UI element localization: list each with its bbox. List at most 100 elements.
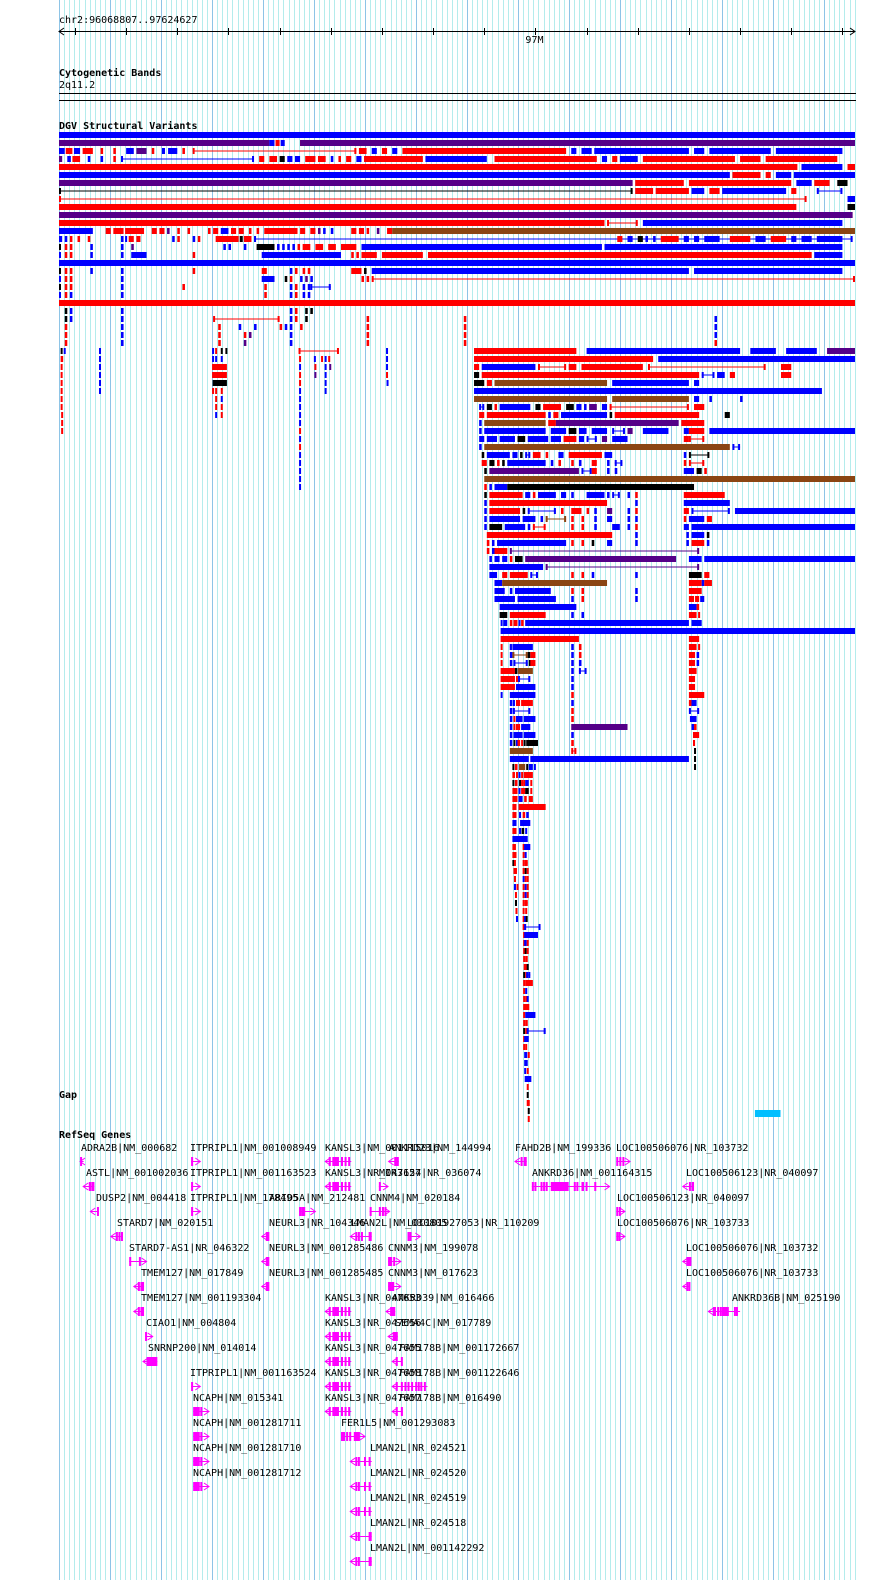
sv-feature[interactable] bbox=[484, 516, 487, 522]
sv-feature[interactable] bbox=[635, 524, 638, 530]
sv-feature[interactable] bbox=[535, 404, 541, 410]
sv-feature[interactable] bbox=[64, 276, 68, 282]
sv-feature[interactable] bbox=[750, 348, 776, 354]
sv-feature[interactable] bbox=[526, 1084, 529, 1090]
sv-feature[interactable] bbox=[60, 388, 63, 394]
sv-feature[interactable] bbox=[732, 172, 761, 178]
sv-feature[interactable] bbox=[489, 572, 498, 578]
sv-feature[interactable] bbox=[151, 148, 155, 154]
gene-model[interactable] bbox=[193, 1482, 210, 1491]
sv-feature[interactable] bbox=[113, 156, 116, 162]
sv-feature[interactable] bbox=[509, 660, 513, 666]
sv-feature[interactable] bbox=[523, 940, 526, 946]
sv-feature[interactable] bbox=[563, 436, 577, 442]
sv-feature[interactable] bbox=[524, 1060, 528, 1066]
sv-feature[interactable] bbox=[509, 548, 700, 554]
gene-model[interactable] bbox=[299, 1207, 317, 1216]
gene-label[interactable]: NEURL3|NM_001285486 bbox=[269, 1243, 384, 1254]
sv-feature[interactable] bbox=[571, 748, 577, 754]
sv-feature[interactable] bbox=[299, 436, 302, 442]
gene-model[interactable] bbox=[324, 1357, 352, 1366]
sv-feature[interactable] bbox=[509, 572, 528, 578]
sv-feature[interactable] bbox=[351, 252, 354, 258]
sv-feature[interactable] bbox=[607, 468, 610, 474]
sv-feature[interactable] bbox=[525, 788, 529, 794]
sv-feature[interactable] bbox=[521, 740, 524, 746]
sv-feature[interactable] bbox=[131, 244, 134, 250]
sv-feature[interactable] bbox=[524, 868, 527, 874]
sv-feature[interactable] bbox=[512, 644, 533, 650]
sv-feature[interactable] bbox=[591, 572, 595, 578]
sv-feature[interactable] bbox=[289, 268, 293, 274]
sv-feature[interactable] bbox=[521, 700, 533, 706]
sv-feature[interactable] bbox=[212, 364, 227, 370]
sv-feature[interactable] bbox=[497, 540, 567, 546]
gene-label[interactable]: FAM178B|NM_001122646 bbox=[399, 1368, 520, 1379]
sv-feature[interactable] bbox=[594, 148, 689, 154]
sv-feature[interactable] bbox=[801, 164, 843, 170]
sv-feature[interactable] bbox=[207, 228, 211, 234]
sv-feature[interactable] bbox=[528, 660, 531, 666]
gene-label[interactable]: LMAN2L|NR_024518 bbox=[370, 1518, 467, 1529]
sv-feature[interactable] bbox=[518, 804, 546, 810]
sv-feature[interactable] bbox=[479, 428, 482, 434]
gene-model[interactable] bbox=[324, 1332, 352, 1341]
sv-feature[interactable] bbox=[591, 468, 597, 474]
sv-feature[interactable] bbox=[294, 316, 298, 322]
sv-feature[interactable] bbox=[314, 364, 317, 370]
sv-feature[interactable] bbox=[701, 372, 715, 378]
sv-feature[interactable] bbox=[528, 764, 533, 770]
sv-feature[interactable] bbox=[213, 316, 280, 322]
sv-feature[interactable] bbox=[121, 276, 124, 282]
sv-feature[interactable] bbox=[386, 364, 389, 370]
sv-feature[interactable] bbox=[371, 148, 377, 154]
sv-feature[interactable] bbox=[215, 356, 218, 362]
sv-feature[interactable] bbox=[530, 788, 533, 794]
sv-feature[interactable] bbox=[507, 460, 546, 466]
sv-feature[interactable] bbox=[61, 412, 64, 418]
sv-feature[interactable] bbox=[489, 556, 492, 562]
sv-feature[interactable] bbox=[484, 484, 487, 490]
sv-feature[interactable] bbox=[358, 228, 365, 234]
sv-feature[interactable] bbox=[518, 668, 533, 674]
sv-feature[interactable] bbox=[521, 788, 524, 794]
sv-feature[interactable] bbox=[212, 388, 215, 394]
sv-feature[interactable] bbox=[617, 236, 623, 242]
sv-feature[interactable] bbox=[530, 572, 538, 578]
sv-feature[interactable] bbox=[299, 380, 302, 386]
sv-feature[interactable] bbox=[550, 436, 562, 442]
sv-feature[interactable] bbox=[491, 540, 495, 546]
sv-feature[interactable] bbox=[518, 788, 521, 794]
gene-model[interactable] bbox=[193, 1457, 210, 1466]
sv-feature[interactable] bbox=[523, 1044, 526, 1050]
sv-feature[interactable] bbox=[509, 652, 513, 658]
sv-feature[interactable] bbox=[518, 620, 521, 626]
sv-feature[interactable] bbox=[264, 292, 267, 298]
sv-feature[interactable] bbox=[307, 292, 311, 298]
sv-feature[interactable] bbox=[113, 228, 124, 234]
sv-feature[interactable] bbox=[581, 364, 643, 370]
sv-feature[interactable] bbox=[513, 860, 516, 866]
sv-feature[interactable] bbox=[500, 644, 503, 650]
sv-feature[interactable] bbox=[63, 348, 66, 354]
gene-model[interactable] bbox=[681, 1282, 691, 1291]
sv-feature[interactable] bbox=[571, 148, 577, 154]
gene-label[interactable]: ITPRIPL1|NM_178495 bbox=[190, 1193, 299, 1204]
sv-feature[interactable] bbox=[489, 508, 521, 514]
sv-feature[interactable] bbox=[612, 396, 689, 402]
sv-feature[interactable] bbox=[523, 740, 526, 746]
sv-feature[interactable] bbox=[223, 244, 226, 250]
sv-feature[interactable] bbox=[681, 420, 705, 426]
sv-feature[interactable] bbox=[504, 524, 526, 530]
sv-feature[interactable] bbox=[515, 716, 523, 722]
sv-feature[interactable] bbox=[533, 764, 536, 770]
sv-feature[interactable] bbox=[61, 356, 64, 362]
gene-label[interactable]: ANKRD36B|NM_025190 bbox=[732, 1293, 841, 1304]
sv-feature[interactable] bbox=[571, 732, 574, 738]
sv-feature[interactable] bbox=[376, 228, 380, 234]
sv-feature[interactable] bbox=[59, 180, 633, 186]
sv-feature[interactable] bbox=[571, 660, 574, 666]
sv-feature[interactable] bbox=[512, 772, 515, 778]
sv-feature[interactable] bbox=[550, 428, 567, 434]
sv-feature[interactable] bbox=[522, 844, 525, 850]
